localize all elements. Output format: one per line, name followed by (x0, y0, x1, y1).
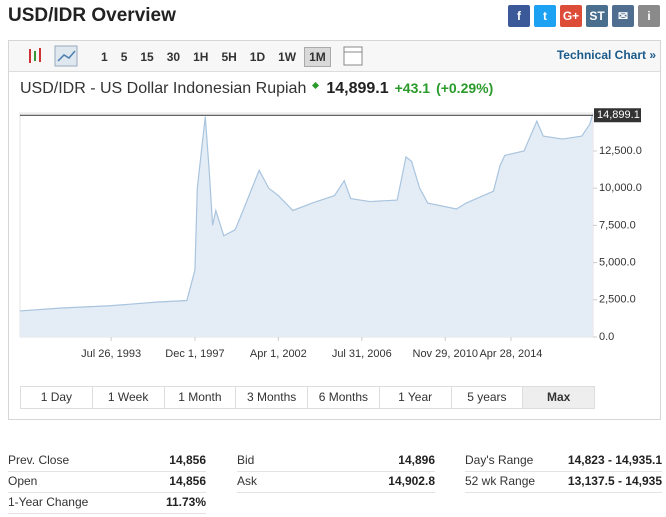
share-icon[interactable]: G+ (560, 5, 582, 27)
interval-button[interactable]: 1H (193, 50, 209, 64)
line (19, 115, 593, 312)
y-tick-label: 12,500.0 (599, 145, 642, 157)
interval-list: 1 5 15 30 1H 5H 1D 1W 1M (96, 47, 334, 67)
range-button[interactable]: 5 years (452, 387, 524, 408)
last-price-tag (594, 108, 641, 123)
change-pct: (+0.29%) (436, 80, 494, 96)
y-tick-label: 2,500.0 (599, 294, 636, 306)
stat-value: 11.73% (165, 495, 206, 509)
interval-button[interactable]: 5H (221, 50, 237, 64)
range-button[interactable]: 1 Day (21, 387, 93, 408)
settings-icon[interactable] (341, 45, 365, 67)
quote-line: USD/IDR - US Dollar Indonesian Rupiah 14… (20, 80, 493, 98)
chart-frame (8, 40, 661, 420)
price: 14,899.1 (326, 80, 389, 97)
last-price-label: 14,899.1 (597, 109, 640, 121)
y-tick-label: 0.0 (599, 331, 614, 343)
y-tick-label: 7,500.0 (599, 219, 636, 231)
title: USD/IDR Overview (8, 5, 176, 26)
x-tick-label: Dec 1, 1997 (165, 348, 224, 360)
x-tick-label: Jul 26, 1993 (81, 348, 141, 360)
stat-value: 14,823 - 14,935.1 (567, 453, 662, 467)
chart: 0.0 2,500.0 5,000.0 7,500.0 10,000.0 12,500.0… (19, 108, 642, 360)
change: +43.1 (394, 80, 431, 96)
share-icon[interactable]: i (638, 5, 660, 27)
line-icon-path (57, 50, 76, 62)
stat-label: Open (8, 474, 38, 488)
x-tick-label: Apr 28, 2014 (479, 348, 542, 360)
technical-chart-link[interactable]: Technical Chart » (556, 48, 656, 62)
range-button[interactable]: 6 Months (308, 387, 380, 408)
stat-label: Ask (237, 474, 258, 488)
y-tick-label: 5,000.0 (599, 256, 636, 268)
stat-row: 52 wk Range 13,137.5 - 14,935 (465, 471, 662, 493)
stat-label: Bid (237, 453, 255, 467)
share-icon[interactable]: t (534, 5, 556, 27)
stat-value: 14,856 (169, 453, 206, 467)
interval-button[interactable]: 1W (278, 50, 297, 64)
x-tick-label: Nov 29, 2010 (413, 348, 478, 360)
stat-row: Day's Range 14,823 - 14,935.1 (465, 450, 662, 472)
interval-button[interactable]: 1D (249, 50, 266, 64)
stat-row: Open 14,856 (8, 471, 206, 493)
interval-button[interactable]: 30 (166, 50, 181, 64)
range-button[interactable]: 1 Year (380, 387, 452, 408)
x-tick-label: Jul 31, 2006 (332, 348, 392, 360)
interval-button[interactable]: 15 (140, 50, 154, 64)
range-buttons: 1 Day 1 Week 1 Month 3 Months 6 Months 1 Year… (20, 386, 595, 409)
interval-button[interactable]: 5 (120, 50, 128, 64)
stat-value: 14,896 (398, 453, 435, 467)
candle-icon[interactable] (29, 48, 41, 63)
range-button[interactable]: 1 Week (93, 387, 165, 408)
share-icon[interactable]: ✉ (612, 5, 634, 27)
stat-row: Bid 14,896 (237, 450, 435, 472)
stat-label: Day's Range (465, 453, 534, 467)
stat-label: 52 wk Range (465, 474, 536, 488)
up-marker (312, 82, 320, 90)
share-icon[interactable]: f (508, 5, 530, 27)
range-button[interactable]: 1 Month (165, 387, 237, 408)
range-button[interactable]: Max (523, 387, 594, 408)
x-tick-label: Apr 1, 2002 (250, 348, 307, 360)
instrument-name: USD/IDR - US Dollar Indonesian Rupiah (20, 80, 307, 97)
area (20, 115, 593, 337)
stat-label: Prev. Close (8, 453, 70, 467)
share-bar: f t G+ ST ✉ i (508, 5, 660, 27)
stat-row: 1-Year Change 11.73% (8, 492, 206, 514)
chart-type-icons (29, 45, 78, 67)
stat-value: 14,902.8 (388, 474, 435, 488)
interval-button[interactable]: 1 (101, 50, 108, 64)
stat-label: 1-Year Change (8, 495, 89, 509)
y-tick-label: 10,000.0 (599, 182, 642, 194)
share-icon[interactable]: ST (586, 5, 608, 27)
stat-row: Ask 14,902.8 (237, 471, 435, 493)
stat-value: 14,856 (169, 474, 206, 488)
interval-button[interactable]: 1M (304, 47, 331, 67)
range-button[interactable]: 3 Months (236, 387, 308, 408)
toolbar (9, 41, 660, 72)
stat-value: 13,137.5 - 14,935 (567, 474, 662, 488)
stat-row: Prev. Close 14,856 (8, 450, 206, 472)
